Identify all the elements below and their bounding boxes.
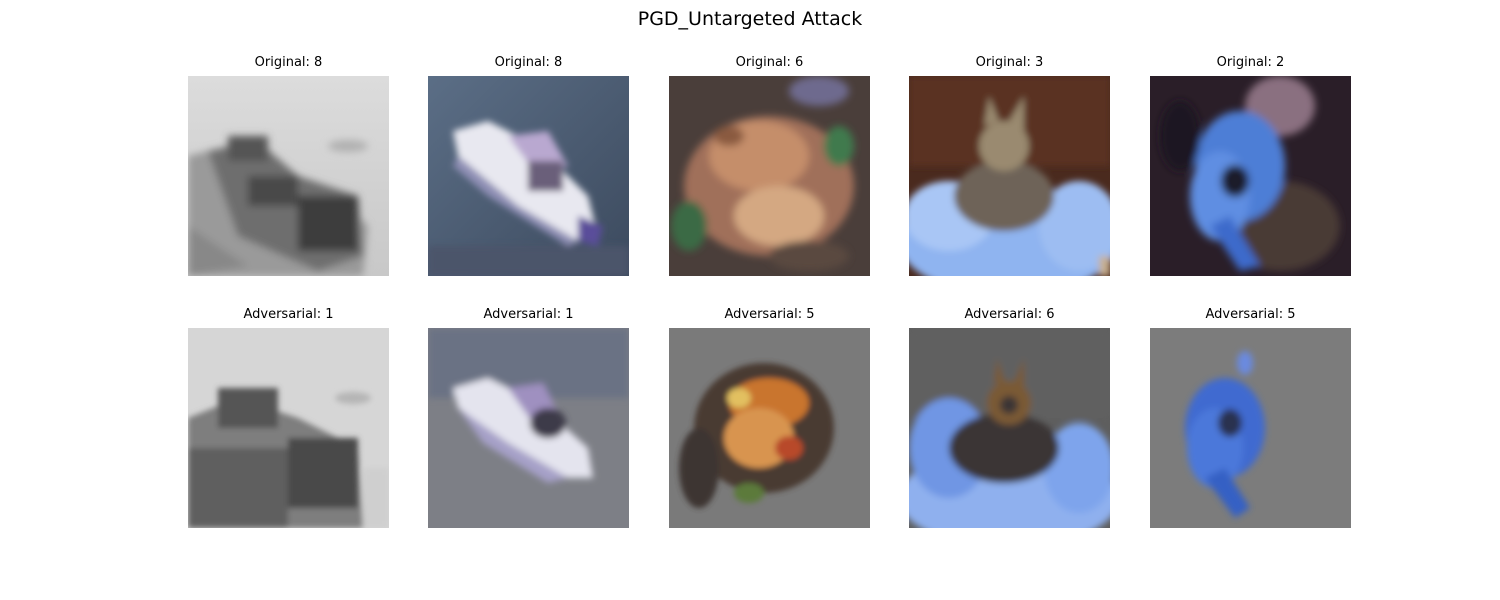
panel-caption: Original: 3 [975, 55, 1044, 70]
panel-caption: Original: 8 [494, 55, 563, 70]
panel-caption: Original: 8 [254, 55, 323, 70]
adversarial-ship-image [188, 328, 389, 528]
figure-title: PGD_Untargeted Attack [637, 8, 863, 30]
frog-image [669, 76, 870, 276]
adversarial-frog-image [669, 328, 870, 528]
panel-caption: Adversarial: 6 [964, 307, 1055, 322]
grayscale-ship-image [188, 76, 389, 276]
panel-caption: Adversarial: 1 [483, 307, 574, 322]
panel-caption: Original: 6 [735, 55, 804, 70]
panel-caption: Adversarial: 1 [243, 307, 334, 322]
white-boat-on-water-image [428, 76, 629, 276]
panel-caption: Adversarial: 5 [724, 307, 815, 322]
adversarial-cat-image [909, 328, 1110, 528]
blue-bird-dark-background-image [1150, 76, 1351, 276]
adversarial-bird-image [1150, 328, 1351, 528]
cat-on-blue-cushion-image [909, 76, 1110, 276]
panel-caption: Adversarial: 5 [1205, 307, 1296, 322]
panel-caption: Original: 2 [1216, 55, 1285, 70]
adversarial-boat-image [428, 328, 629, 528]
